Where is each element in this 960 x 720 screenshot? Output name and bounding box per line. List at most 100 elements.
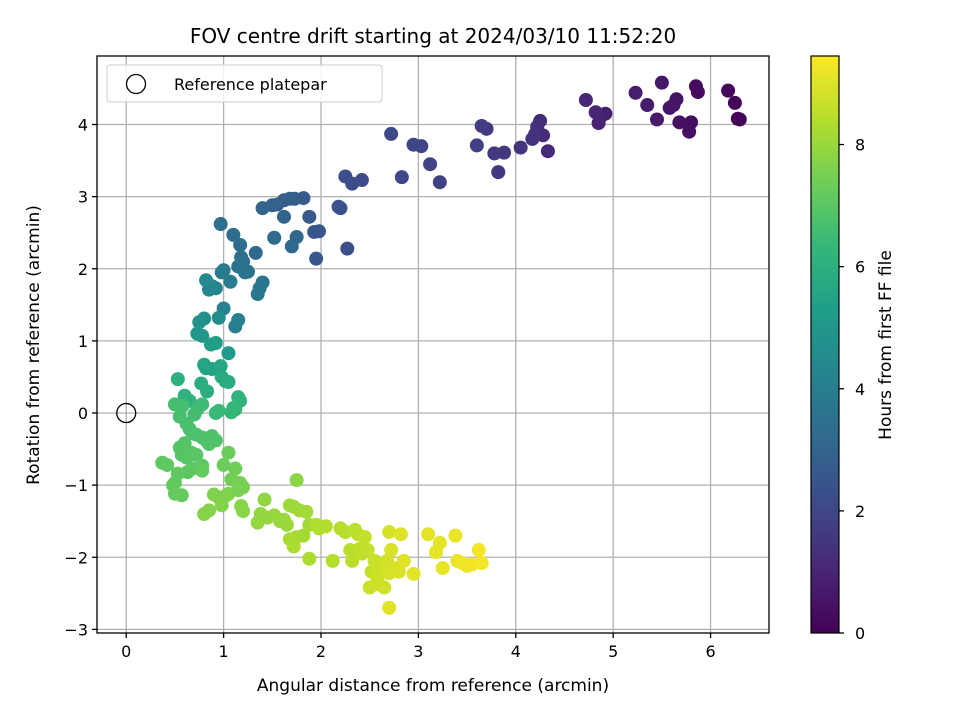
colorbar-tick-label: 6 <box>855 258 865 277</box>
data-point <box>248 245 263 260</box>
data-point <box>257 492 272 507</box>
data-points <box>155 75 747 615</box>
data-point <box>331 199 346 214</box>
data-point <box>513 140 528 155</box>
data-point <box>221 346 236 361</box>
data-point <box>211 403 226 418</box>
data-point <box>628 85 643 100</box>
y-tick-label: 3 <box>78 188 88 207</box>
y-tick-label: 0 <box>78 404 88 423</box>
data-point <box>384 543 399 558</box>
data-point <box>338 169 353 184</box>
data-point <box>469 138 484 153</box>
data-point <box>540 144 555 159</box>
legend-reference-label: Reference platepar <box>174 75 327 94</box>
data-point <box>650 112 664 127</box>
y-tick-label: −2 <box>64 548 88 567</box>
data-point <box>190 326 205 341</box>
data-point <box>213 359 228 374</box>
data-point <box>393 527 408 542</box>
y-tick-label: 4 <box>78 116 88 135</box>
data-point <box>588 105 603 120</box>
data-point <box>391 564 406 579</box>
colorbar-tick-label: 2 <box>855 502 865 521</box>
y-tick-label: 2 <box>78 260 88 279</box>
x-axis-label: Angular distance from reference (arcmin) <box>257 676 609 696</box>
colorbar-tick-label: 8 <box>855 136 865 155</box>
y-ticks: −3 −2 −1 0 1 2 3 4 <box>64 116 97 639</box>
data-point <box>216 457 231 472</box>
data-point <box>432 175 447 190</box>
data-point <box>197 506 212 521</box>
data-point <box>491 165 506 180</box>
data-point <box>654 75 669 90</box>
data-point <box>231 312 246 327</box>
colorbar-label: Hours from first FF file <box>876 250 896 440</box>
x-tick-label: 5 <box>608 642 618 661</box>
reference-platepar-marker <box>116 402 137 424</box>
data-point <box>662 100 677 115</box>
data-point <box>721 83 736 98</box>
y-tick-label: 1 <box>78 332 88 351</box>
data-point <box>435 561 450 576</box>
reference-marker-layer <box>116 402 137 424</box>
colorbar-ticks: 0 2 4 6 8 <box>839 136 865 643</box>
data-point <box>640 98 655 113</box>
data-point <box>396 553 411 568</box>
data-point <box>525 131 540 146</box>
data-point <box>302 209 317 224</box>
legend: Reference platepar <box>106 64 383 103</box>
data-point <box>276 209 291 224</box>
data-point <box>226 400 241 415</box>
data-point <box>382 525 397 540</box>
data-point <box>360 543 375 558</box>
chart-title: FOV centre drift starting at 2024/03/10 … <box>190 24 676 48</box>
data-point <box>682 124 697 139</box>
data-point <box>432 535 447 550</box>
data-point <box>382 600 397 615</box>
x-tick-label: 6 <box>705 642 715 661</box>
colorbar: 0 2 4 6 8 Hours from first FF file <box>810 55 896 643</box>
y-tick-label: −3 <box>64 620 88 639</box>
data-point <box>200 384 215 399</box>
y-tick-label: −1 <box>64 476 88 495</box>
data-point <box>206 487 221 502</box>
data-point <box>345 553 360 568</box>
data-point <box>357 530 372 545</box>
colorbar-gradient <box>810 55 840 634</box>
data-point <box>170 372 185 387</box>
data-point <box>672 115 687 130</box>
legend-box <box>106 64 383 103</box>
data-point <box>302 551 317 566</box>
data-point <box>377 580 392 595</box>
data-point <box>448 528 463 543</box>
x-tick-label: 4 <box>511 642 521 661</box>
data-point <box>340 241 355 256</box>
data-point <box>233 237 248 252</box>
data-point <box>211 310 226 325</box>
data-point <box>688 79 703 94</box>
data-point <box>223 274 238 289</box>
data-point <box>474 118 489 133</box>
y-axis-label: Rotation from reference (arcmin) <box>24 205 44 485</box>
data-point <box>213 217 228 232</box>
data-point <box>732 112 747 127</box>
data-point <box>167 397 182 412</box>
data-point <box>384 126 399 141</box>
data-point <box>255 201 270 216</box>
data-point <box>471 543 486 558</box>
x-tick-label: 0 <box>121 642 131 661</box>
legend-reference-marker <box>125 73 147 95</box>
data-point <box>406 137 421 152</box>
data-point <box>202 437 216 452</box>
data-point <box>221 375 236 390</box>
data-point <box>325 553 340 568</box>
x-tick-label: 2 <box>316 642 326 661</box>
data-point <box>250 287 265 302</box>
data-point <box>423 157 438 172</box>
data-point <box>236 504 251 519</box>
data-point <box>199 273 214 288</box>
data-point <box>192 315 207 330</box>
data-point <box>250 515 265 530</box>
